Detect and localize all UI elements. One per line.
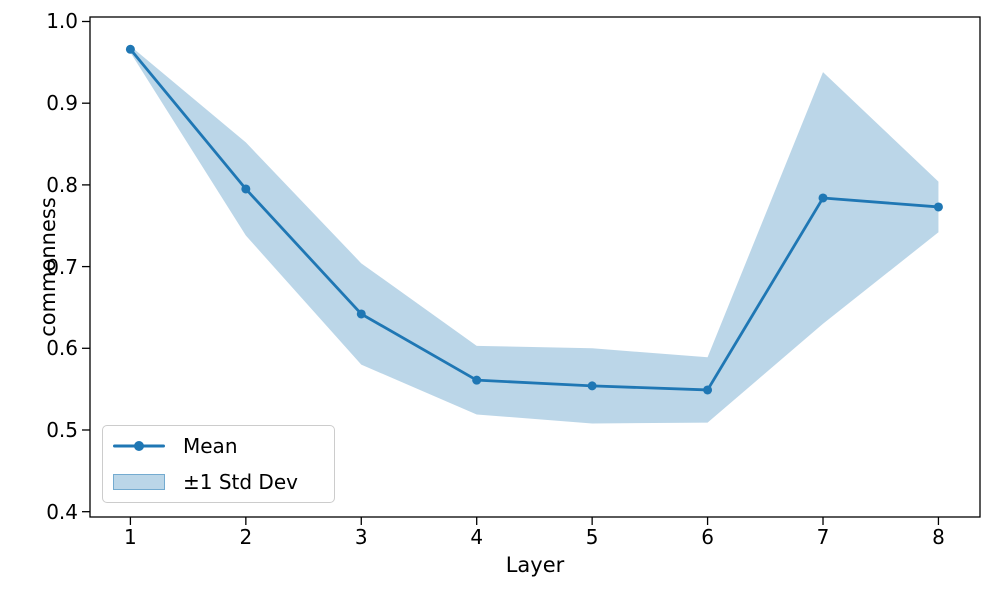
data-point-layer-2 [241, 184, 251, 194]
data-point-layer-4 [472, 375, 482, 385]
y-tick-label: 0.5 [46, 417, 78, 442]
data-point-layer-1 [125, 44, 135, 54]
y-axis-label: commonness [36, 197, 60, 337]
data-point-layer-5 [587, 381, 597, 391]
legend-row-band: ±1 Std Dev [113, 467, 334, 497]
x-tick-label: 1 [124, 525, 137, 549]
legend-label-mean: Mean [183, 434, 238, 459]
data-point-layer-7 [818, 193, 828, 203]
y-tick-label: 0.4 [46, 499, 78, 524]
data-point-layer-3 [356, 309, 366, 319]
x-tick-label: 4 [470, 525, 484, 549]
std-dev-band [130, 46, 939, 424]
x-tick-label: 7 [816, 525, 830, 549]
x-tick-label: 3 [354, 525, 368, 549]
x-axis-label: Layer [505, 553, 565, 577]
legend-row-mean: Mean [113, 431, 334, 461]
legend-label-band: ±1 Std Dev [183, 469, 298, 494]
data-point-layer-6 [703, 385, 713, 395]
x-tick-label: 8 [932, 525, 945, 549]
y-tick-label: 1.0 [46, 9, 78, 34]
y-tick-label: 0.9 [46, 91, 78, 116]
x-tick-label: 2 [239, 525, 253, 549]
mean-line [129, 47, 940, 392]
x-tick-label: 5 [585, 525, 599, 549]
std-band-swatch-icon [113, 473, 165, 491]
mean-line-icon [113, 437, 165, 455]
data-point-layer-8 [933, 202, 943, 212]
y-tick-label: 0.7 [46, 254, 78, 279]
y-tick-label: 0.8 [46, 172, 78, 197]
x-tick-label: 6 [701, 525, 714, 549]
legend: Mean ±1 Std Dev [102, 425, 335, 503]
y-tick-label: 0.6 [46, 336, 78, 361]
